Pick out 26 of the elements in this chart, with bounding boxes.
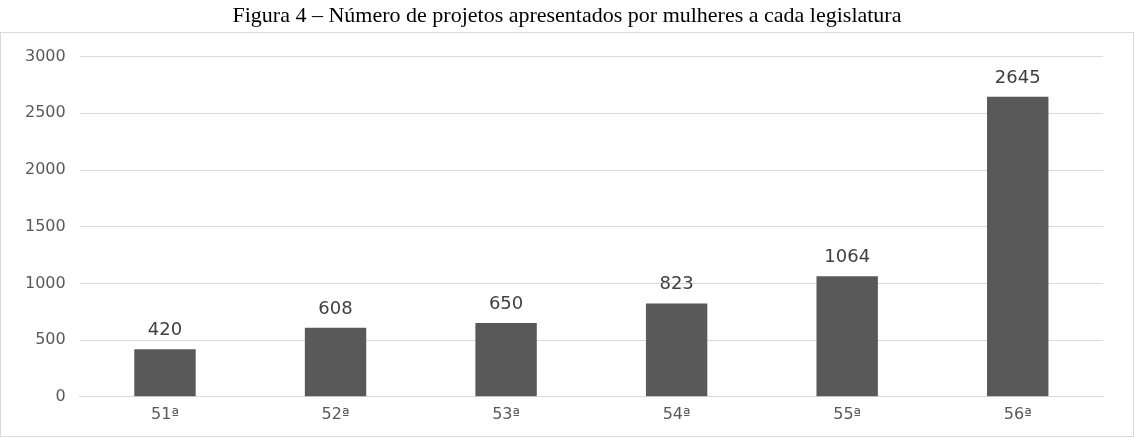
data-label: 608 xyxy=(318,296,353,318)
data-label: 650 xyxy=(488,291,524,313)
bar xyxy=(304,327,367,397)
y-tick-label: 3000 xyxy=(25,45,66,65)
bar xyxy=(134,349,196,397)
y-tick-label: 1500 xyxy=(25,215,66,235)
x-tick-label: 54ª xyxy=(662,403,691,423)
x-tick-label: 56ª xyxy=(1003,403,1032,423)
bar xyxy=(987,96,1049,397)
data-label: 2645 xyxy=(994,65,1041,87)
y-tick-label: 1000 xyxy=(25,272,66,292)
y-tick-label: 2500 xyxy=(25,102,66,122)
bar xyxy=(645,303,708,397)
x-tick-label: 52ª xyxy=(321,403,350,423)
y-tick-label: 0 xyxy=(55,385,66,405)
data-label: 420 xyxy=(147,317,183,339)
y-tick-label: 500 xyxy=(35,329,66,349)
bar xyxy=(816,276,878,397)
x-tick-label: 51ª xyxy=(151,403,179,423)
data-label: 823 xyxy=(659,272,694,294)
x-tick-label: 53ª xyxy=(492,403,521,423)
x-tick-label: 55ª xyxy=(833,403,862,423)
y-tick-label: 2000 xyxy=(25,159,66,179)
bar xyxy=(475,323,537,397)
chart-title: Figura 4 – Número de projetos apresentados por mulheres a cada legislatura xyxy=(231,1,903,29)
data-label: 1064 xyxy=(824,244,871,266)
